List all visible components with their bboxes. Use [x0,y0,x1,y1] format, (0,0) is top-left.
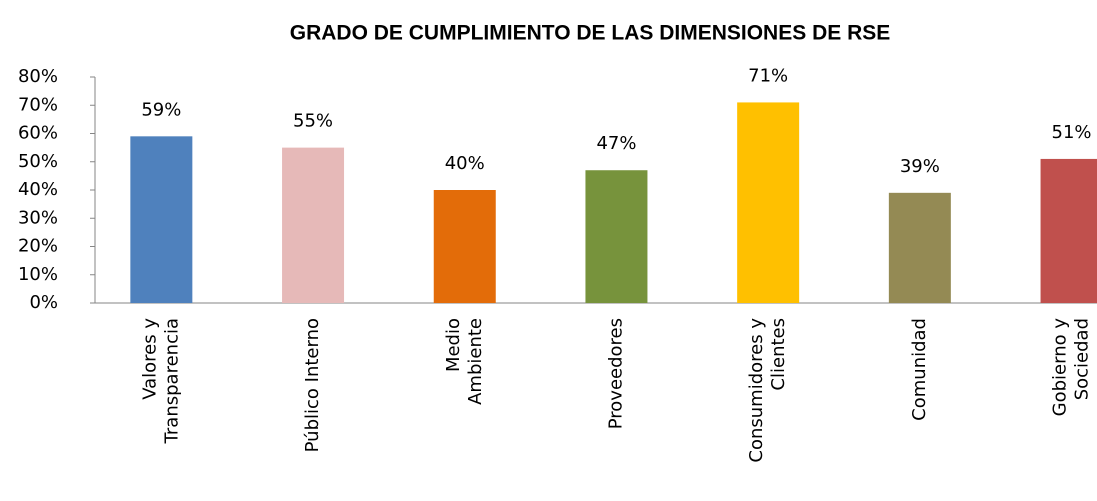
x-tick-label: Público Interno [302,318,323,452]
data-label: 59% [141,99,181,120]
bar [1040,158,1097,303]
x-tick-label: Comunidad [909,318,930,421]
data-label: 47% [596,133,636,154]
y-tick-label: 20% [18,236,58,257]
y-tick-label: 0% [29,292,58,313]
bar [282,147,345,303]
x-tick-label: Gobierno ySociedad [1050,318,1093,417]
x-tick-label: Valores yTransparencia [139,318,182,445]
y-tick-label: 40% [18,179,58,200]
y-tick-label: 10% [18,264,58,285]
y-tick-label: 30% [18,207,58,228]
data-label: 55% [293,111,333,132]
bar [130,136,193,303]
x-tick-label: MedioAmbiente [443,318,486,405]
data-label: 51% [1052,122,1092,143]
bar [737,102,800,303]
data-label: 40% [445,153,485,174]
bar [585,170,648,303]
x-tick-label: Consumidores yClientes [746,318,789,463]
chart-title: GRADO DE CUMPLIMIENTO DE LAS DIMENSIONES… [290,22,891,45]
y-tick-label: 80% [18,66,58,87]
y-tick-label: 70% [18,94,58,115]
bar [433,190,496,303]
y-tick-label: 50% [18,151,58,172]
x-tick-label: Proveedores [605,318,626,429]
bar [888,192,951,303]
data-label: 71% [748,65,788,86]
y-tick-label: 60% [18,123,58,144]
data-label: 39% [900,156,940,177]
